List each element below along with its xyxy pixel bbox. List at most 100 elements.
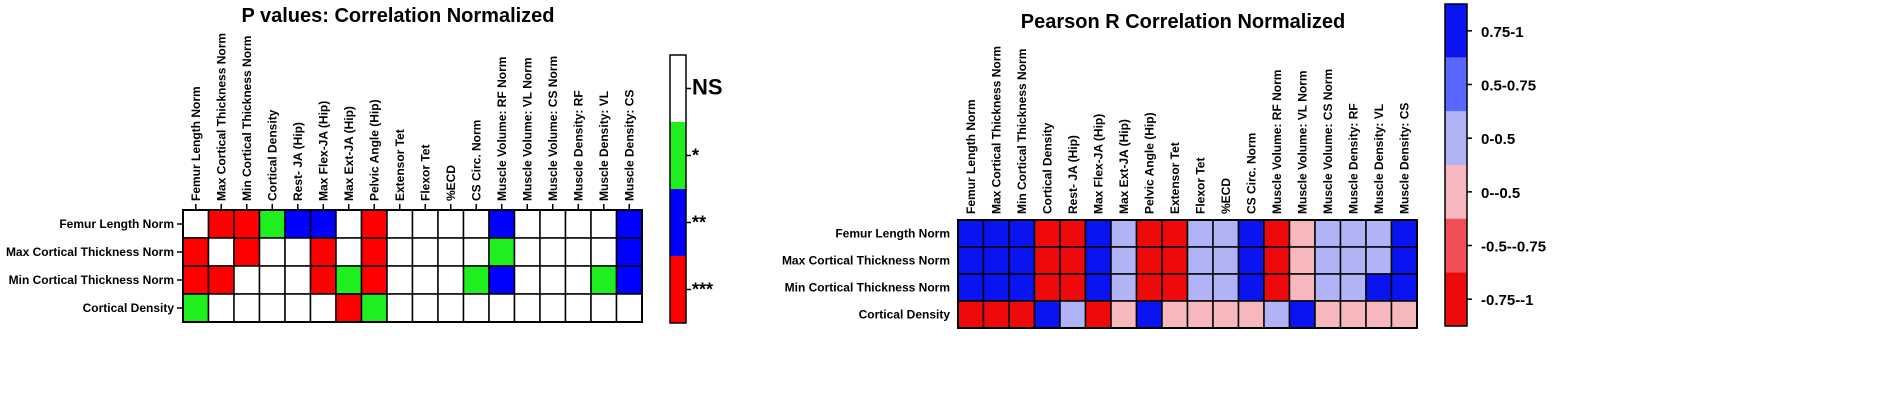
heatmap-cell [564,209,592,239]
pearson-r-legend: 0.75-1 0.5-0.75 0-0.5 0--0.5 -0.5--0.75 -0.75… [1444,3,1546,327]
col-label-muscle-volume-rf-norm: Muscle Volume: RF Norm [495,57,509,201]
row-label-max-cortical-thickness-norm: Max Cortical Thickness Norm [782,254,950,268]
heatmap-cell [539,209,567,239]
heatmap-cell [284,209,312,239]
col-label-max-cortical-thickness-norm: Max Cortical Thickness Norm [989,46,1003,214]
col-label-max-flex-ja-hip: Max Flex-JA (Hip) [316,101,330,201]
heatmap-cell [1212,219,1240,248]
chart-title: Pearson R Correlation Normalized [1021,11,1346,33]
heatmap-cell [1339,219,1367,248]
heatmap-cell [1365,273,1393,302]
heatmap-cell [182,265,210,295]
heatmap-cell [957,246,985,275]
col-label-rest-ja-hip: Rest- JA (Hip) [1066,135,1080,214]
heatmap-cell [233,209,261,239]
pearson-r-heatmap: Pearson R Correlation Normalized Femur Le… [782,11,1418,329]
heatmap-cell [488,265,516,295]
col-label-femur-length-norm: Femur Length Norm [189,86,203,201]
heatmap-cell [513,237,541,267]
col-label-flexor-tet: Flexor Tet [418,145,432,201]
heatmap-cell [982,246,1010,275]
legend-swatch [1445,57,1467,112]
heatmap-cell [1288,246,1316,275]
heatmap-cell [1059,300,1087,329]
heatmap-border [957,219,1418,329]
heatmap-cell [957,273,985,302]
row-label-min-cortical-thickness-norm: Min Cortical Thickness Norm [785,281,950,295]
col-label-max-flex-ja-hip: Max Flex-JA (Hip) [1091,114,1105,214]
heatmap-cell [539,237,567,267]
heatmap-cell [1288,273,1316,302]
row-label-max-cortical-thickness-norm: Max Cortical Thickness Norm [6,245,174,259]
legend-border [1444,3,1468,327]
col-label-cs-circ-norm: CS Circ. Norm [469,120,483,201]
heatmap-cell [1339,273,1367,302]
legend-swatch [670,122,686,189]
heatmap-cell [1161,219,1189,248]
heatmap-cell [564,237,592,267]
col-label-min-cortical-thickness-norm: Min Cortical Thickness Norm [240,36,254,201]
heatmap-cell [411,237,439,267]
heatmap-cell [182,237,210,267]
heatmap-cell [1288,300,1316,329]
heatmap-cell [284,293,312,323]
heatmap-cell [1237,219,1265,248]
col-label-pelvic-angle-hip: Pelvic Angle (Hip) [367,99,381,201]
heatmap-cell [207,209,235,239]
row-label-min-cortical-thickness-norm: Min Cortical Thickness Norm [9,273,174,287]
heatmap-cell [1263,219,1291,248]
heatmap-cell [207,237,235,267]
p-value-legend: NS****** [669,54,723,324]
col-label-muscle-volume-cs-norm: Muscle Volume: CS Norm [1321,69,1335,214]
col-label-muscle-volume-vl-norm: Muscle Volume: VL Norm [1295,70,1309,214]
col-label-ecd: %ECD [444,165,458,201]
heatmap-cell [1008,273,1036,302]
heatmap-cell [1186,273,1214,302]
heatmap-cell [1339,300,1367,329]
heatmap-cell [1237,246,1265,275]
heatmap-cell [1161,273,1189,302]
heatmap-cell [1033,219,1061,248]
col-label-muscle-volume-cs-norm: Muscle Volume: CS Norm [546,56,560,201]
heatmap-cell [982,273,1010,302]
legend-swatch [1445,218,1467,273]
heatmap-cell [1135,219,1163,248]
legend-label: NS [692,75,723,100]
heatmap-cell [1314,246,1342,275]
heatmap-cell [1135,273,1163,302]
heatmap-cell [1212,246,1240,275]
heatmap-cell [957,219,985,248]
heatmap-cell [1059,219,1087,248]
heatmap-cell [258,293,286,323]
col-label-muscle-density-cs: Muscle Density: CS [622,90,636,201]
heatmap-cell [1390,219,1418,248]
heatmap-cell [1339,246,1367,275]
heatmap-cell [1237,273,1265,302]
col-label-muscle-density-cs: Muscle Density: CS [1397,103,1411,214]
heatmap-cell [1365,300,1393,329]
heatmap-cell [590,293,618,323]
legend-border [669,54,687,324]
heatmap-cell [1314,219,1342,248]
legend-swatch [1445,165,1467,219]
col-label-ecd: %ECD [1219,178,1233,214]
col-label-muscle-density-rf: Muscle Density: RF [1346,103,1360,214]
legend-label: *** [692,280,713,300]
col-label-max-cortical-thickness-norm: Max Cortical Thickness Norm [214,33,228,201]
heatmap-cell [1365,246,1393,275]
heatmap-cell [1314,273,1342,302]
col-label-muscle-density-rf: Muscle Density: RF [571,90,585,201]
heatmap-cell [615,265,643,295]
heatmap-cell [258,209,286,239]
heatmap-cell [207,293,235,323]
col-label-muscle-density-vl: Muscle Density: VL [1372,104,1386,214]
heatmap-cell [360,265,388,295]
heatmap-cell [437,209,465,239]
col-label-cortical-density: Cortical Density [265,109,279,201]
legend-label: 0.75-1 [1481,24,1524,41]
heatmap-cell [233,237,261,267]
heatmap-cell [233,265,261,295]
heatmap-cell [513,265,541,295]
heatmap-cell [335,265,363,295]
